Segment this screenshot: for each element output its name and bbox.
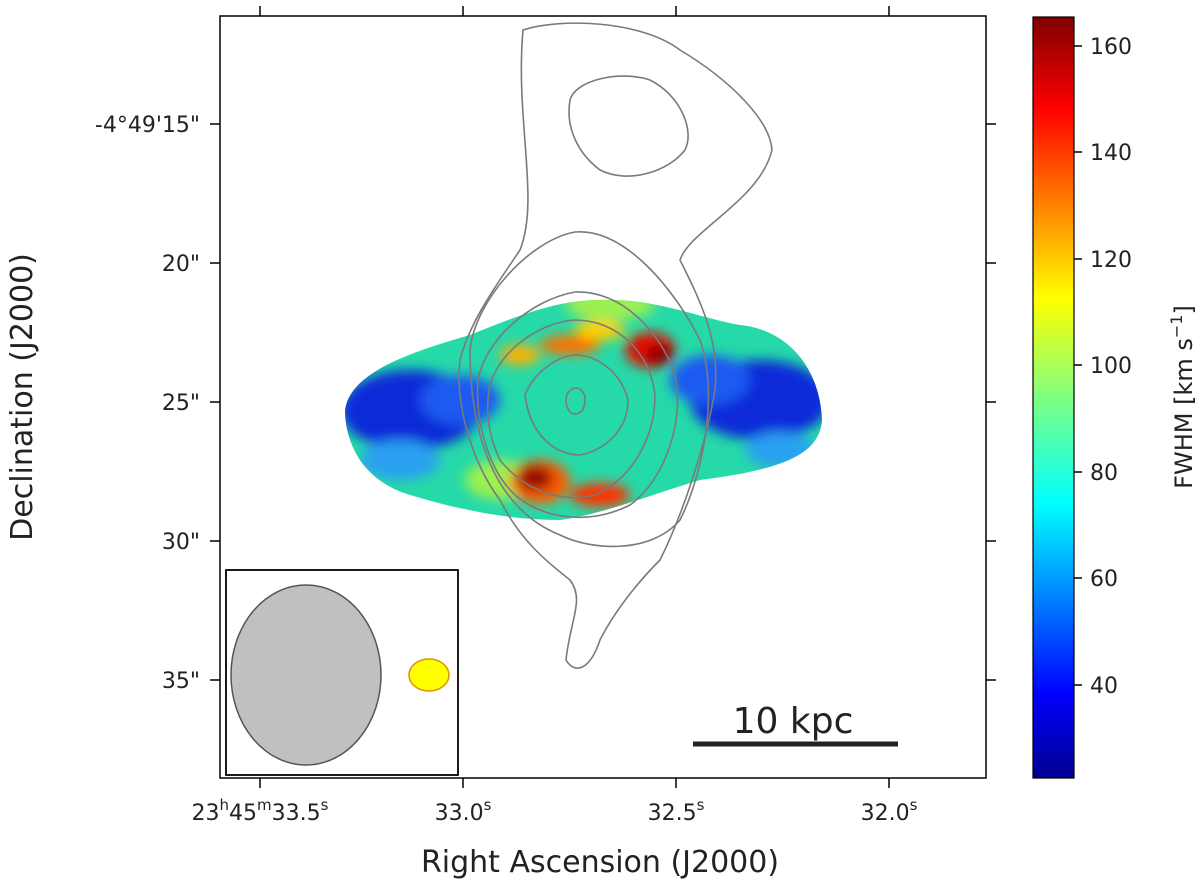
y-axis-label: Declination (J2000) [5, 253, 40, 541]
colorbar-tick-label: 100 [1090, 354, 1132, 379]
y-ticks [210, 123, 996, 681]
colorbar-tick-label: 160 [1090, 35, 1132, 60]
x-tick-labels: 23h45m33.5s 33.0s 32.5s 32.0s [192, 796, 918, 826]
colorbar: 40 60 80 100 120 140 160 FWHM [km s−1] [1032, 16, 1198, 779]
y-tick-label: 30" [162, 530, 200, 555]
y-tick-label: -4°49'15" [95, 113, 200, 138]
contour-north-peak [568, 75, 689, 177]
optical-beam-ellipse [408, 658, 450, 692]
y-tick-label: 35" [162, 669, 200, 694]
x-ticks [259, 6, 890, 788]
contour-2 [469, 231, 710, 548]
x-tick-label: 23h45m33.5s [192, 796, 329, 826]
x-tick-label: 33.0s [435, 796, 492, 826]
x-tick-label: 32.0s [861, 796, 918, 826]
colorbar-label: FWHM [km s−1] [1167, 305, 1198, 489]
contour-core [565, 387, 586, 415]
colorbar-tick-label: 60 [1090, 567, 1118, 592]
radio-beam-ellipse [230, 584, 382, 766]
x-tick-label: 32.5s [648, 796, 705, 826]
contour-4 [486, 319, 656, 499]
y-tick-label: 25" [162, 391, 200, 416]
contour-3 [476, 291, 679, 519]
colorbar-tick-label: 80 [1090, 461, 1118, 486]
colorbar-tick-label: 40 [1090, 674, 1118, 699]
colorbar-tick-label: 120 [1090, 248, 1132, 273]
beam-inset [225, 569, 459, 776]
contours [458, 22, 773, 669]
colorbar-tick-labels: 40 60 80 100 120 140 160 [1090, 35, 1132, 699]
x-axis-label: Right Ascension (J2000) [421, 845, 779, 880]
colorbar-gradient [1032, 16, 1075, 779]
scale-bar-label: 10 kpc [733, 701, 854, 742]
colorbar-tick-label: 140 [1090, 141, 1132, 166]
colorbar-ticks [1074, 45, 1082, 686]
contour-outer [458, 22, 773, 669]
y-tick-labels: -4°49'15" 20" 25" 30" 35" [95, 113, 200, 694]
contour-5 [524, 354, 629, 456]
y-tick-label: 20" [162, 252, 200, 277]
scale-bar: 10 kpc [693, 701, 898, 747]
